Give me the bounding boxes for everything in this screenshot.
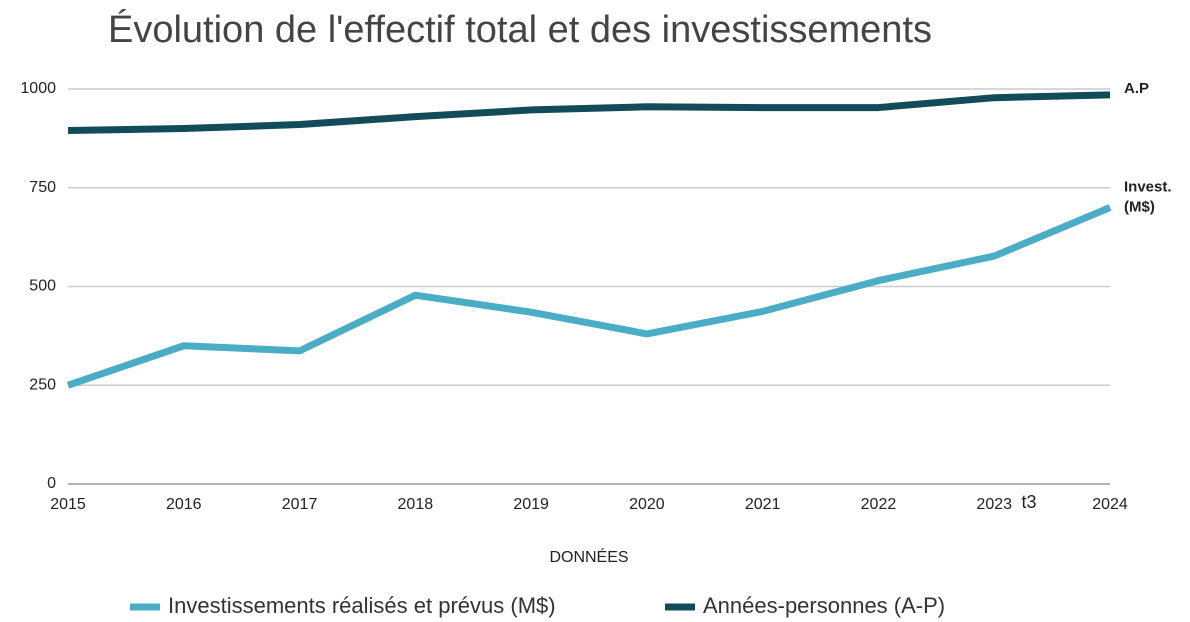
x-tick-label: 2020 xyxy=(629,496,665,513)
y-tick-label: 250 xyxy=(29,376,56,393)
x-tick-label: 2016 xyxy=(166,496,202,513)
y-tick-label: 500 xyxy=(29,278,56,295)
x-tick-label: 2017 xyxy=(282,496,318,513)
end-label: (M$) xyxy=(1124,198,1155,215)
x-axis-label: DONNÉES xyxy=(549,547,628,566)
annotation: t3 xyxy=(1021,492,1036,512)
legend-label: Années-personnes (A-P) xyxy=(703,593,945,618)
y-tick-label: 750 xyxy=(29,179,56,196)
x-tick-label: 2019 xyxy=(513,496,549,513)
x-tick-label: 2024 xyxy=(1092,496,1128,513)
end-label: Invest. xyxy=(1124,178,1172,195)
y-tick-label: 1000 xyxy=(20,80,56,97)
x-tick-label: 2015 xyxy=(50,496,86,513)
chart-title: Évolution de l'effectif total et des inv… xyxy=(108,8,932,51)
x-tick-label: 2023 xyxy=(976,496,1012,513)
x-tick-label: 2021 xyxy=(745,496,781,513)
end-label: A.P xyxy=(1124,80,1149,97)
x-tick-label: 2022 xyxy=(861,496,897,513)
legend-label: Investissements réalisés et prévus (M$) xyxy=(168,593,556,618)
data-line xyxy=(66,204,1112,389)
data-line xyxy=(67,91,1111,134)
y-tick-label: 0 xyxy=(47,475,56,492)
x-tick-label: 2018 xyxy=(398,496,434,513)
